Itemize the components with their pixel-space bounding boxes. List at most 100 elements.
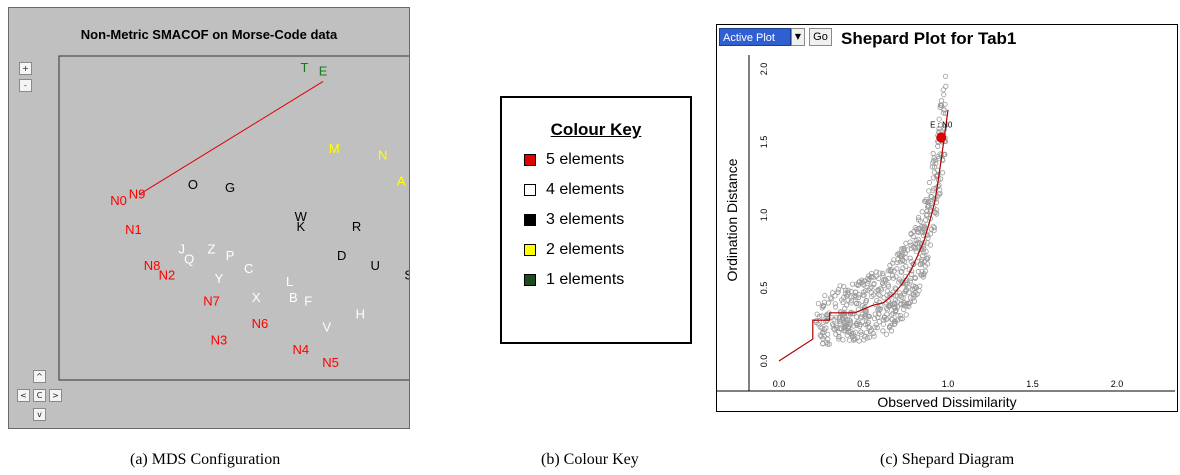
zoom-in-button[interactable]: + bbox=[19, 62, 32, 75]
shepard-point bbox=[925, 235, 931, 241]
mds-point-label: N4 bbox=[292, 342, 309, 357]
mds-plot-area: TEMNAIOGWKRDUSJQZPCYLXBFHVN9N0N1N8N2N7N6… bbox=[58, 55, 409, 381]
pan-right-button[interactable]: > bbox=[49, 389, 62, 402]
pan-center-button[interactable]: C bbox=[33, 389, 46, 402]
shepard-point bbox=[864, 329, 870, 335]
zoom-out-button[interactable]: - bbox=[19, 79, 32, 92]
shepard-point bbox=[884, 288, 890, 294]
key-label-4: 4 elements bbox=[546, 181, 625, 198]
key-swatch-3 bbox=[524, 214, 536, 226]
shepard-point bbox=[918, 272, 924, 278]
shepard-point bbox=[922, 198, 928, 204]
highlight-point-label: E : N0 bbox=[930, 121, 953, 130]
mds-point-label: J bbox=[179, 242, 186, 257]
active-plot-select[interactable]: Active Plot bbox=[719, 28, 791, 46]
shepard-plot-title: Shepard Plot for Tab1 bbox=[841, 29, 1017, 48]
shepard-point bbox=[877, 270, 883, 276]
shepard-point bbox=[851, 294, 857, 300]
shepard-point bbox=[907, 239, 913, 245]
shepard-point bbox=[846, 337, 853, 343]
shepard-point bbox=[892, 297, 898, 303]
shepard-point bbox=[871, 292, 877, 298]
highlight-point bbox=[936, 132, 947, 143]
pan-up-button[interactable]: ^ bbox=[33, 370, 46, 383]
shepard-point bbox=[815, 321, 821, 327]
shepard-point bbox=[846, 329, 852, 335]
mds-point-label: M bbox=[329, 141, 340, 156]
shepard-point bbox=[859, 331, 865, 338]
key-swatch-5 bbox=[524, 154, 536, 166]
shepard-point bbox=[895, 257, 901, 263]
shepard-point bbox=[941, 107, 947, 113]
shepard-point bbox=[903, 263, 909, 269]
shepard-point bbox=[911, 261, 917, 267]
mds-point-label: U bbox=[371, 258, 380, 273]
shepard-point bbox=[899, 268, 905, 275]
shepard-point bbox=[876, 292, 882, 298]
chevron-down-icon[interactable]: ▼ bbox=[791, 28, 805, 46]
shepard-point bbox=[930, 150, 936, 157]
shepard-point bbox=[880, 280, 886, 286]
key-swatch-1 bbox=[524, 274, 536, 286]
shepard-point bbox=[832, 293, 838, 299]
shepard-point bbox=[850, 323, 857, 329]
shepard-point bbox=[837, 283, 843, 289]
shepard-point bbox=[859, 314, 865, 320]
shepard-point bbox=[876, 299, 882, 305]
shepard-point bbox=[871, 333, 877, 339]
shepard-point bbox=[864, 335, 870, 341]
shepard-point bbox=[921, 223, 928, 229]
shepard-point bbox=[901, 246, 907, 252]
shepard-point bbox=[942, 73, 949, 79]
mds-point-label: Z bbox=[208, 242, 216, 257]
shepard-point bbox=[915, 217, 922, 223]
shepard-point bbox=[932, 209, 938, 215]
shepard-point bbox=[865, 287, 871, 293]
shepard-point bbox=[922, 217, 929, 223]
shepard-point bbox=[871, 280, 877, 287]
go-button[interactable]: Go bbox=[809, 28, 832, 46]
shepard-point bbox=[924, 240, 930, 246]
shepard-point bbox=[816, 313, 823, 319]
shepard-point bbox=[920, 272, 926, 278]
shepard-point bbox=[854, 334, 861, 341]
shepard-point bbox=[836, 334, 842, 340]
shepard-point bbox=[877, 306, 884, 312]
shepard-point bbox=[878, 287, 885, 293]
shepard-point bbox=[861, 289, 867, 295]
shepard-point bbox=[845, 289, 851, 295]
shepard-point bbox=[833, 322, 839, 328]
shepard-point bbox=[840, 337, 846, 343]
x-tick-label: 1.0 bbox=[942, 379, 955, 389]
shepard-point bbox=[868, 274, 874, 280]
shepard-point bbox=[905, 300, 911, 306]
mds-point-label: B bbox=[289, 290, 298, 305]
shepard-point bbox=[898, 269, 904, 275]
shepard-point bbox=[847, 318, 854, 324]
shepard-panel: Active Plot ▼ Go Shepard Plot for Tab1 0… bbox=[716, 24, 1178, 412]
shepard-point bbox=[927, 231, 934, 237]
pan-left-button[interactable]: < bbox=[17, 389, 30, 402]
shepard-point bbox=[865, 278, 872, 284]
pan-down-button[interactable]: v bbox=[33, 408, 46, 421]
shepard-point bbox=[920, 253, 926, 259]
shepard-point bbox=[863, 315, 869, 321]
shepard-point bbox=[907, 255, 913, 261]
shepard-point bbox=[825, 336, 831, 342]
shepard-point bbox=[820, 340, 826, 347]
mds-point-label: K bbox=[296, 219, 305, 234]
key-item-3: 3 elements bbox=[524, 208, 624, 232]
shepard-point bbox=[835, 289, 841, 295]
shepard-point bbox=[906, 290, 912, 296]
shepard-point bbox=[855, 282, 861, 288]
shepard-point bbox=[899, 258, 906, 264]
mds-point-label: Q bbox=[184, 251, 194, 266]
shepard-point bbox=[880, 321, 886, 327]
y-tick-label: 1.5 bbox=[759, 136, 769, 149]
shepard-point bbox=[941, 92, 947, 98]
shepard-point bbox=[888, 328, 895, 334]
shepard-point bbox=[844, 332, 850, 338]
y-tick-label: 1.0 bbox=[759, 209, 769, 222]
shepard-point bbox=[883, 316, 889, 323]
shepard-point bbox=[889, 312, 895, 318]
